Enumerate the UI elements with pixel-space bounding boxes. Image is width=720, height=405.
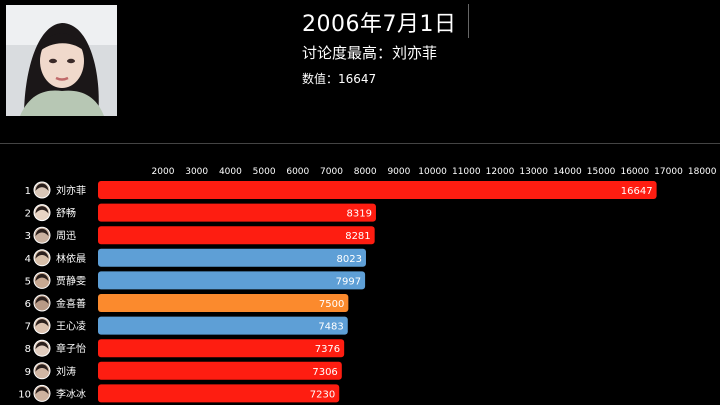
x-tick-label: 12000 — [486, 167, 515, 177]
bar — [98, 203, 376, 222]
rank-label: 4 — [25, 254, 31, 265]
x-tick-label: 16000 — [620, 167, 649, 177]
category-label: 章子怡 — [56, 342, 86, 355]
category-label: 贾静雯 — [56, 274, 86, 287]
avatar-hair — [35, 273, 49, 282]
category-label: 舒畅 — [56, 207, 76, 220]
x-tick-label: 4000 — [219, 167, 242, 177]
bar — [98, 271, 366, 290]
value-label: 7500 — [319, 299, 344, 310]
top-topic-name: 刘亦菲 — [392, 44, 438, 62]
x-tick-label: 2000 — [152, 167, 175, 177]
category-label: 刘涛 — [56, 365, 76, 378]
avatar-hair — [35, 296, 49, 304]
avatar-hair — [35, 228, 49, 237]
rank-label: 8 — [25, 344, 31, 355]
rank-label: 2 — [25, 209, 31, 220]
separator-line — [0, 143, 720, 144]
avatar-hair — [35, 364, 49, 372]
x-tick-label: 11000 — [452, 167, 481, 177]
rank-label: 5 — [25, 276, 31, 287]
bar — [98, 384, 340, 403]
category-label: 林依晨 — [56, 252, 86, 265]
x-tick-label: 3000 — [185, 167, 208, 177]
value-label: 8319 — [346, 209, 371, 220]
portrait-image — [6, 5, 117, 116]
avatar-hair — [35, 251, 49, 259]
x-tick-label: 13000 — [519, 167, 548, 177]
x-tick-label: 8000 — [354, 167, 377, 177]
top-value: 数值：16647 — [302, 70, 376, 87]
date-label: 2006年7月1日 — [302, 12, 457, 37]
value-label: 16647 — [621, 186, 653, 197]
top-topic-label: 讨论度最高： — [302, 44, 393, 62]
value-label: 7483 — [318, 322, 343, 333]
avatar-hair — [35, 206, 49, 214]
category-label: 金喜善 — [56, 297, 86, 310]
x-tick-label: 18000 — [688, 167, 717, 177]
x-tick-label: 7000 — [320, 167, 343, 177]
category-label: 王心凌 — [56, 320, 86, 333]
bar — [98, 248, 366, 267]
x-tick-label: 10000 — [418, 167, 447, 177]
value-label: 7997 — [336, 276, 361, 287]
value-label: 7230 — [310, 389, 335, 400]
bar — [98, 294, 349, 312]
bar — [98, 226, 375, 245]
bar — [98, 339, 345, 358]
avatar-hair — [35, 386, 49, 395]
category-label: 李冰冰 — [56, 387, 86, 400]
rank-label: 9 — [25, 367, 31, 378]
bar — [98, 181, 657, 199]
avatar-hair — [35, 341, 49, 350]
divider — [468, 4, 469, 38]
value-label: 8281 — [345, 231, 370, 242]
rank-label: 10 — [18, 389, 31, 400]
bar-chart: 2000 3000 4000 5000 6000 7000 8000 9000 10000 110… — [18, 167, 717, 403]
bar — [98, 361, 342, 380]
top-value-number: 16647 — [338, 72, 377, 86]
category-label: 刘亦菲 — [56, 184, 86, 197]
x-tick-label: 14000 — [553, 167, 582, 177]
rank-label: 3 — [25, 231, 31, 242]
x-tick-label: 6000 — [286, 167, 309, 177]
rank-label: 6 — [25, 299, 31, 310]
x-tick-label: 5000 — [253, 167, 276, 177]
avatar-hair — [35, 183, 49, 191]
rank-label: 7 — [25, 322, 31, 333]
rank-label: 1 — [25, 186, 31, 197]
avatar-hair — [35, 319, 49, 327]
value-label: 8023 — [337, 254, 362, 265]
value-label: 7306 — [312, 367, 337, 378]
x-tick-label: 17000 — [654, 167, 683, 177]
bar — [98, 316, 348, 335]
x-tick-label: 15000 — [587, 167, 616, 177]
value-label: 7376 — [315, 344, 340, 355]
top-topic: 讨论度最高：刘亦菲 — [302, 42, 437, 63]
category-label: 周迅 — [56, 230, 76, 242]
top-value-label: 数值： — [302, 72, 339, 86]
x-tick-label: 9000 — [387, 167, 410, 177]
